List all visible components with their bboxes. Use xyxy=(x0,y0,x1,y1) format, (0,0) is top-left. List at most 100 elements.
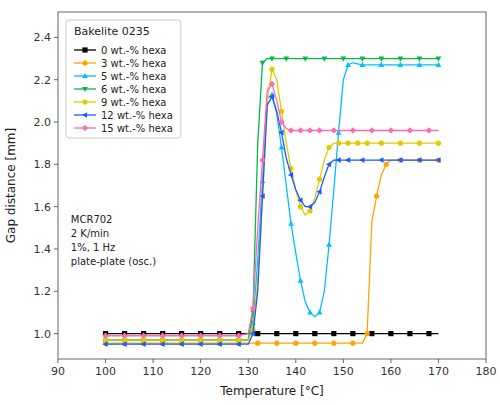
series-marker xyxy=(321,56,327,61)
series-marker xyxy=(359,157,364,163)
series-marker xyxy=(288,220,294,225)
series-marker xyxy=(374,193,379,198)
series-marker xyxy=(288,127,294,133)
series-line xyxy=(106,160,439,343)
y-tick xyxy=(54,206,58,207)
series-marker xyxy=(278,130,283,136)
annotation: MCR7022 K/min1%, 1 Hzplate-plate (osc.) xyxy=(71,214,156,267)
x-tick-label: 110 xyxy=(143,365,164,378)
series-marker xyxy=(217,333,223,339)
series-marker xyxy=(298,278,304,283)
series-marker xyxy=(293,341,298,346)
series-marker xyxy=(269,56,275,61)
series-marker xyxy=(312,331,317,336)
y-tick-label: 1.4 xyxy=(34,243,52,256)
x-tick xyxy=(153,359,154,363)
x-tick xyxy=(200,359,201,363)
x-tick xyxy=(248,359,249,363)
series-marker xyxy=(436,62,442,67)
series-marker xyxy=(417,62,423,67)
series-marker xyxy=(378,157,383,163)
legend-marker xyxy=(82,87,88,92)
series-marker xyxy=(316,127,322,133)
series-marker xyxy=(297,197,302,203)
y-tick-label: 1.6 xyxy=(34,201,52,214)
legend-label: 12 wt.-% hexa xyxy=(101,110,173,121)
series-marker xyxy=(398,62,404,67)
series-marker xyxy=(293,331,298,336)
series-marker xyxy=(326,242,332,247)
series-marker xyxy=(365,141,370,146)
series-marker xyxy=(335,157,340,163)
series-marker xyxy=(316,189,321,195)
series-marker xyxy=(336,141,341,146)
y-tick-label: 1.8 xyxy=(34,158,52,171)
series-marker xyxy=(350,127,356,133)
y-tick xyxy=(54,37,58,38)
series-marker xyxy=(278,119,284,125)
x-tick-label: 180 xyxy=(476,365,497,378)
x-tick xyxy=(390,359,391,363)
x-tick xyxy=(343,359,344,363)
legend-marker xyxy=(82,112,87,118)
x-tick-label: 150 xyxy=(333,365,354,378)
series-marker xyxy=(297,127,303,133)
series-marker xyxy=(274,341,279,346)
series-marker xyxy=(179,341,184,347)
series-marker xyxy=(331,341,336,346)
series-marker xyxy=(217,341,222,347)
series-marker xyxy=(317,177,322,182)
legend-label: 15 wt.-% hexa xyxy=(101,123,173,134)
series-marker xyxy=(369,127,375,133)
y-tick-label: 2.2 xyxy=(34,74,52,87)
series-marker xyxy=(331,127,337,133)
series-marker xyxy=(379,62,385,67)
series-marker xyxy=(388,127,394,133)
plot-frame xyxy=(58,12,486,359)
series-marker xyxy=(250,331,255,337)
series-marker xyxy=(236,341,241,347)
series-marker xyxy=(326,145,331,150)
chart: 901001101201301401501601701801.01.21.41.… xyxy=(0,0,500,405)
series-marker xyxy=(255,331,260,336)
series-marker xyxy=(426,127,432,133)
x-tick-label: 90 xyxy=(51,365,65,378)
series-marker xyxy=(312,341,317,346)
series-marker xyxy=(345,62,351,67)
series-marker xyxy=(345,157,350,163)
x-tick-label: 120 xyxy=(190,365,211,378)
series-marker xyxy=(398,141,403,146)
series-marker xyxy=(179,333,185,339)
series-marker xyxy=(379,56,385,61)
legend-title: Bakelite 0235 xyxy=(74,25,150,38)
series-marker xyxy=(331,331,336,336)
series-marker xyxy=(274,331,279,336)
x-tick-label: 130 xyxy=(238,365,259,378)
series-marker xyxy=(388,331,393,336)
series-marker xyxy=(102,333,108,339)
series-marker xyxy=(255,341,260,346)
y-tick-label: 2.0 xyxy=(34,116,52,129)
x-tick xyxy=(438,359,439,363)
legend-marker xyxy=(82,73,88,78)
series-marker xyxy=(198,333,204,339)
y-tick xyxy=(54,79,58,80)
series-marker xyxy=(384,162,389,167)
legend: Bakelite 02350 wt.-% hexa3 wt.-% hexa5 w… xyxy=(66,20,181,138)
series-marker xyxy=(365,331,370,336)
x-tick xyxy=(486,359,487,363)
series-marker xyxy=(355,141,360,146)
series-marker xyxy=(288,172,293,178)
series-marker xyxy=(435,157,440,163)
series-marker xyxy=(269,81,275,87)
series-marker xyxy=(307,309,313,314)
x-tick-label: 170 xyxy=(428,365,449,378)
series-marker xyxy=(398,158,403,163)
series-marker xyxy=(397,157,402,163)
series-marker xyxy=(350,331,355,336)
series-marker xyxy=(283,56,289,61)
series-marker xyxy=(307,204,312,210)
series-marker xyxy=(426,331,431,336)
series-marker xyxy=(269,67,274,72)
series-marker xyxy=(350,341,355,346)
